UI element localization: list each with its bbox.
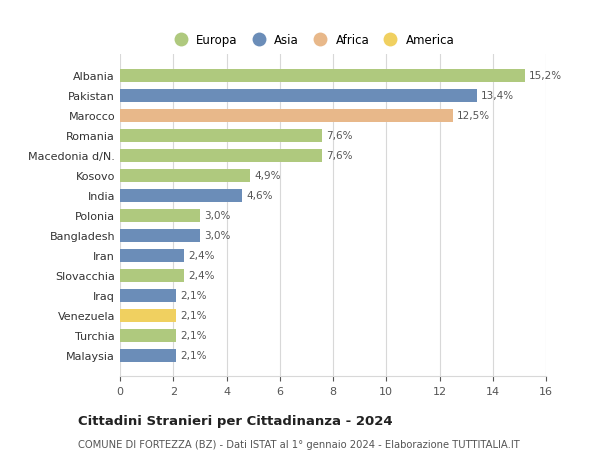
Bar [120,110,453,123]
Bar [120,189,242,202]
Text: 2,4%: 2,4% [188,270,214,280]
Bar [120,70,525,83]
Text: 15,2%: 15,2% [529,71,562,81]
Text: 7,6%: 7,6% [326,131,353,141]
Bar [120,150,322,162]
Bar [120,269,184,282]
Bar [120,129,322,142]
Text: 2,1%: 2,1% [180,291,206,301]
Text: 3,0%: 3,0% [204,231,230,241]
Text: Cittadini Stranieri per Cittadinanza - 2024: Cittadini Stranieri per Cittadinanza - 2… [78,414,392,428]
Text: 2,4%: 2,4% [188,251,214,261]
Bar [120,90,477,102]
Text: 7,6%: 7,6% [326,151,353,161]
Text: 4,6%: 4,6% [247,191,273,201]
Text: 12,5%: 12,5% [457,111,490,121]
Legend: Europa, Asia, Africa, America: Europa, Asia, Africa, America [166,32,457,50]
Bar [120,349,176,362]
Bar [120,229,200,242]
Bar [120,289,176,302]
Text: COMUNE DI FORTEZZA (BZ) - Dati ISTAT al 1° gennaio 2024 - Elaborazione TUTTITALI: COMUNE DI FORTEZZA (BZ) - Dati ISTAT al … [78,440,520,449]
Bar [120,169,250,182]
Bar [120,249,184,262]
Bar [120,309,176,322]
Text: 4,9%: 4,9% [254,171,281,181]
Bar [120,329,176,342]
Text: 3,0%: 3,0% [204,211,230,221]
Bar [120,209,200,222]
Text: 2,1%: 2,1% [180,330,206,340]
Text: 2,1%: 2,1% [180,310,206,320]
Text: 13,4%: 13,4% [481,91,514,101]
Text: 2,1%: 2,1% [180,350,206,360]
